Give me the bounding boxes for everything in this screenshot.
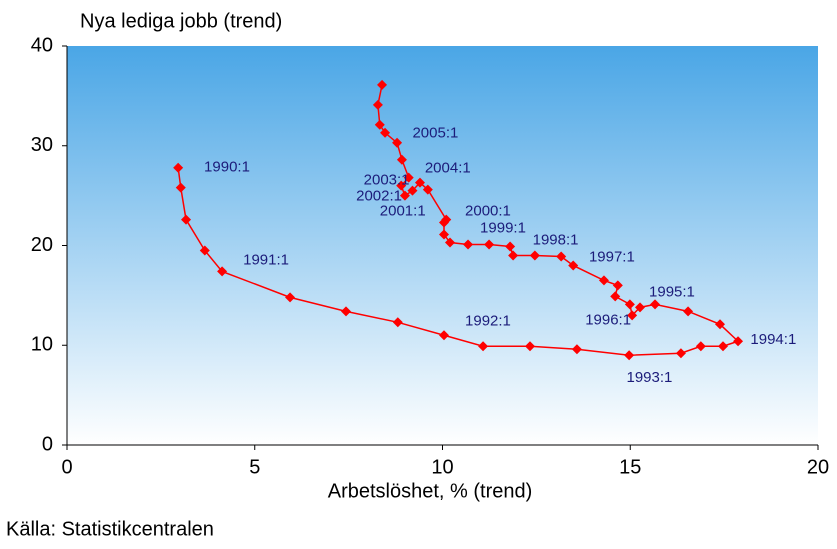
data-point xyxy=(624,350,635,361)
data-point xyxy=(624,299,635,310)
data-point xyxy=(181,214,192,225)
data-point xyxy=(173,162,184,173)
data-point xyxy=(505,241,516,252)
data-point xyxy=(463,239,474,250)
data-point xyxy=(717,341,728,352)
data-point xyxy=(635,302,646,313)
data-point xyxy=(571,344,582,355)
y-tick-label: 0 xyxy=(42,433,53,455)
data-point xyxy=(733,336,744,347)
source: Källa: Statistikcentralen xyxy=(6,518,214,540)
annotation: 1997:1 xyxy=(589,248,635,265)
data-point xyxy=(598,275,609,286)
annotation: 2005:1 xyxy=(412,125,458,142)
annotation: 1990:1 xyxy=(204,159,250,176)
data-point xyxy=(217,266,228,277)
data-point xyxy=(529,250,540,261)
annotation: 1991:1 xyxy=(243,251,289,268)
data-point xyxy=(439,330,450,341)
x-tick-label: 20 xyxy=(807,456,829,478)
annotation: 2004:1 xyxy=(425,160,471,177)
data-point xyxy=(407,185,418,196)
data-point xyxy=(374,119,385,130)
y-tick-label: 30 xyxy=(31,134,53,156)
data-point xyxy=(380,127,391,138)
plot-area xyxy=(67,46,818,445)
y-tick-label: 20 xyxy=(31,234,53,256)
data-point xyxy=(683,306,694,317)
annotation: 1994:1 xyxy=(750,331,796,348)
data-point xyxy=(484,239,495,250)
data-point xyxy=(399,190,410,201)
data-point xyxy=(396,180,407,191)
annotation: 2000:1 xyxy=(465,203,511,220)
data-point xyxy=(199,245,210,256)
data-point xyxy=(396,154,407,165)
data-point xyxy=(610,291,621,302)
data-point xyxy=(524,341,535,352)
x-axis-label: Arbetslöshet, % (trend) xyxy=(328,480,533,502)
annotation: 2003:1 xyxy=(364,172,410,189)
annotation: 1992:1 xyxy=(465,312,511,329)
annotation: 2001:1 xyxy=(380,203,426,220)
data-point xyxy=(414,177,425,188)
data-point xyxy=(422,184,433,195)
data-point xyxy=(675,348,686,359)
data-point xyxy=(627,310,638,321)
data-point xyxy=(392,317,403,328)
data-point xyxy=(508,250,519,261)
data-point xyxy=(714,319,725,330)
x-tick-label: 15 xyxy=(619,456,641,478)
data-point xyxy=(650,299,661,310)
chart-title: Nya lediga jobb (trend) xyxy=(80,10,282,32)
annotation: 1996:1 xyxy=(585,311,631,328)
x-tick-label: 10 xyxy=(431,456,453,478)
data-point xyxy=(377,79,388,90)
data-point xyxy=(439,229,450,240)
annotation: 1995:1 xyxy=(649,283,695,300)
annotation: 2002:1 xyxy=(356,188,402,205)
x-tick-label: 5 xyxy=(249,456,260,478)
data-point xyxy=(478,341,489,352)
y-tick-label: 40 xyxy=(31,34,53,56)
data-point xyxy=(175,182,186,193)
data-point xyxy=(441,214,452,225)
data-point xyxy=(445,237,456,248)
annotation: 1993:1 xyxy=(626,369,672,386)
x-tick-label: 0 xyxy=(61,456,72,478)
data-point xyxy=(556,251,567,262)
y-tick-label: 10 xyxy=(31,334,53,356)
annotation: 1999:1 xyxy=(480,220,526,237)
data-point xyxy=(403,172,414,183)
annotation: 1998:1 xyxy=(533,231,579,248)
data-point xyxy=(568,260,579,271)
data-point xyxy=(695,341,706,352)
data-point xyxy=(372,99,383,110)
data-point xyxy=(392,137,403,148)
data-point xyxy=(340,306,351,317)
data-point xyxy=(285,292,296,303)
data-point xyxy=(612,280,623,291)
